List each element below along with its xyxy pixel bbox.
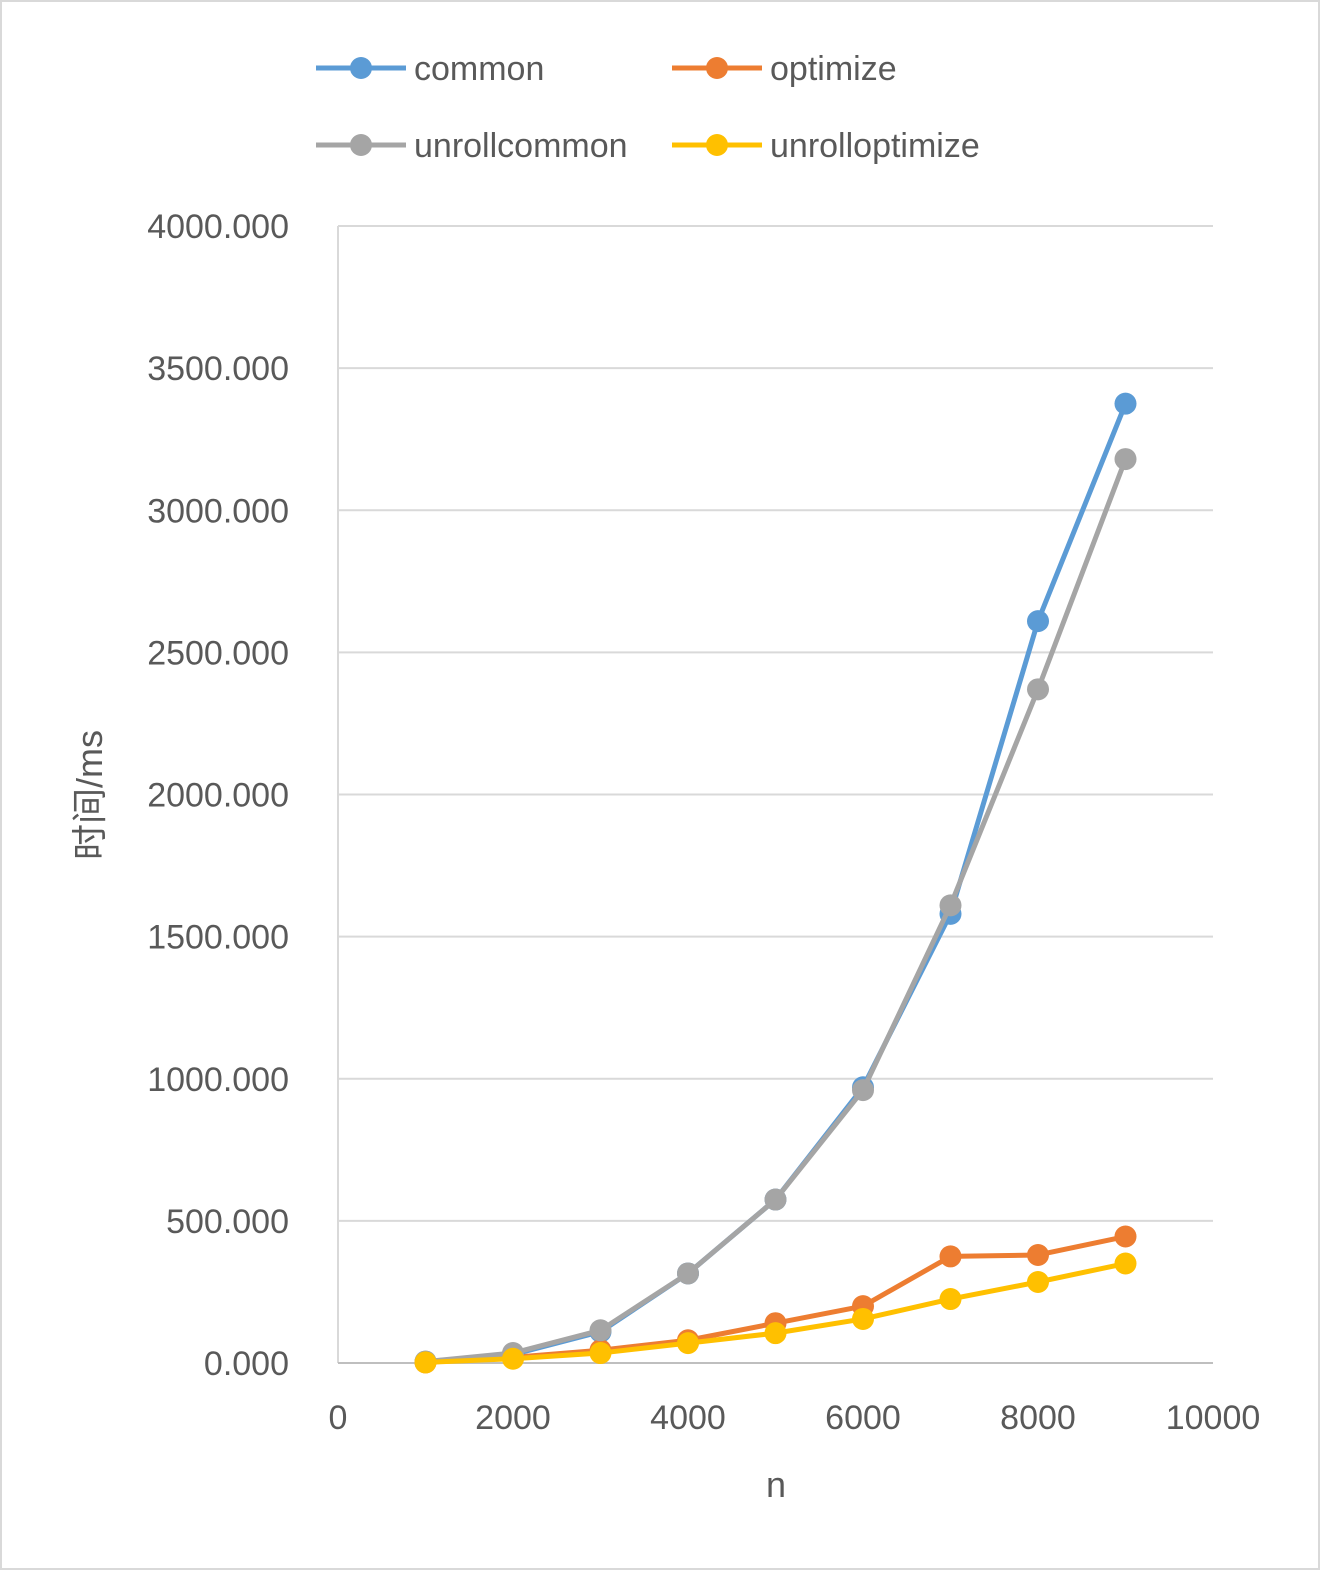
legend-swatch-marker bbox=[350, 57, 372, 79]
data-point-unrollcommon bbox=[939, 894, 962, 917]
legend-swatch-marker bbox=[350, 134, 372, 156]
y-axis-title: 时间/ms bbox=[69, 730, 110, 860]
x-tick-label: 8000 bbox=[1000, 1399, 1076, 1437]
data-point-unrollcommon bbox=[1114, 448, 1137, 471]
series-layer bbox=[414, 392, 1137, 1374]
data-point-unrollcommon bbox=[677, 1262, 699, 1285]
y-tick-label: 2000.000 bbox=[147, 777, 289, 815]
data-point-optimize bbox=[939, 1245, 962, 1268]
tick-labels: 0.000 500.000 1000.000 1500.000 2000.000 2500… bbox=[147, 208, 1260, 1437]
y-tick-label: 2500.000 bbox=[147, 634, 289, 672]
legend-label: optimize bbox=[770, 50, 897, 88]
data-point-unrolloptimize bbox=[1027, 1270, 1049, 1293]
legend: common optimize unrollcommon unrolloptimize bbox=[316, 50, 980, 165]
x-tick-label: 2000 bbox=[475, 1399, 551, 1437]
gridlines bbox=[338, 225, 1213, 1222]
data-point-unrolloptimize bbox=[939, 1288, 962, 1311]
series-unrolloptimize bbox=[414, 1252, 1137, 1374]
y-tick-label: 3000.000 bbox=[147, 492, 289, 530]
y-tick-label: 0.000 bbox=[204, 1345, 289, 1383]
data-point-unrolloptimize bbox=[589, 1342, 612, 1365]
legend-label: common bbox=[414, 50, 544, 88]
legend-swatch-marker bbox=[706, 134, 728, 156]
x-tick-label: 6000 bbox=[825, 1399, 901, 1437]
data-point-unrollcommon bbox=[764, 1188, 787, 1211]
y-tick-label: 1000.000 bbox=[147, 1061, 289, 1099]
legend-label: unrolloptimize bbox=[770, 127, 980, 165]
data-point-optimize bbox=[1027, 1243, 1049, 1266]
series-common bbox=[414, 392, 1137, 1373]
data-point-unrollcommon bbox=[589, 1319, 612, 1342]
x-axis-title: n bbox=[766, 1464, 786, 1505]
data-point-common bbox=[1114, 392, 1137, 415]
y-tick-label: 4000.000 bbox=[147, 208, 289, 246]
series-unrollcommon bbox=[414, 448, 1137, 1373]
axes bbox=[337, 226, 1213, 1364]
series-line-unrollcommon bbox=[425, 458, 1128, 1365]
data-point-unrolloptimize bbox=[502, 1347, 524, 1370]
series-line-common bbox=[425, 402, 1128, 1365]
y-tick-label: 1500.000 bbox=[147, 919, 289, 957]
y-tick-label: 500.000 bbox=[166, 1203, 289, 1241]
y-tick-label: 3500.000 bbox=[147, 350, 289, 388]
legend-label: unrollcommon bbox=[414, 127, 628, 165]
data-point-common bbox=[1027, 610, 1049, 633]
legend-item-unrolloptimize: unrolloptimize bbox=[672, 127, 980, 165]
legend-swatch-marker bbox=[706, 57, 728, 79]
data-point-unrollcommon bbox=[1027, 678, 1049, 701]
x-tick-label: 0 bbox=[329, 1399, 348, 1437]
legend-item-unrollcommon: unrollcommon bbox=[316, 127, 628, 165]
data-point-unrolloptimize bbox=[414, 1351, 437, 1374]
data-point-unrollcommon bbox=[852, 1079, 874, 1102]
data-point-unrolloptimize bbox=[764, 1322, 787, 1345]
data-point-unrolloptimize bbox=[677, 1332, 699, 1355]
legend-item-optimize: optimize bbox=[672, 50, 897, 88]
data-point-optimize bbox=[1114, 1225, 1137, 1248]
x-tick-label: 10000 bbox=[1166, 1399, 1261, 1437]
data-point-unrolloptimize bbox=[852, 1307, 874, 1330]
data-point-unrolloptimize bbox=[1114, 1252, 1137, 1275]
legend-item-common: common bbox=[316, 50, 544, 88]
x-tick-label: 4000 bbox=[650, 1399, 726, 1437]
